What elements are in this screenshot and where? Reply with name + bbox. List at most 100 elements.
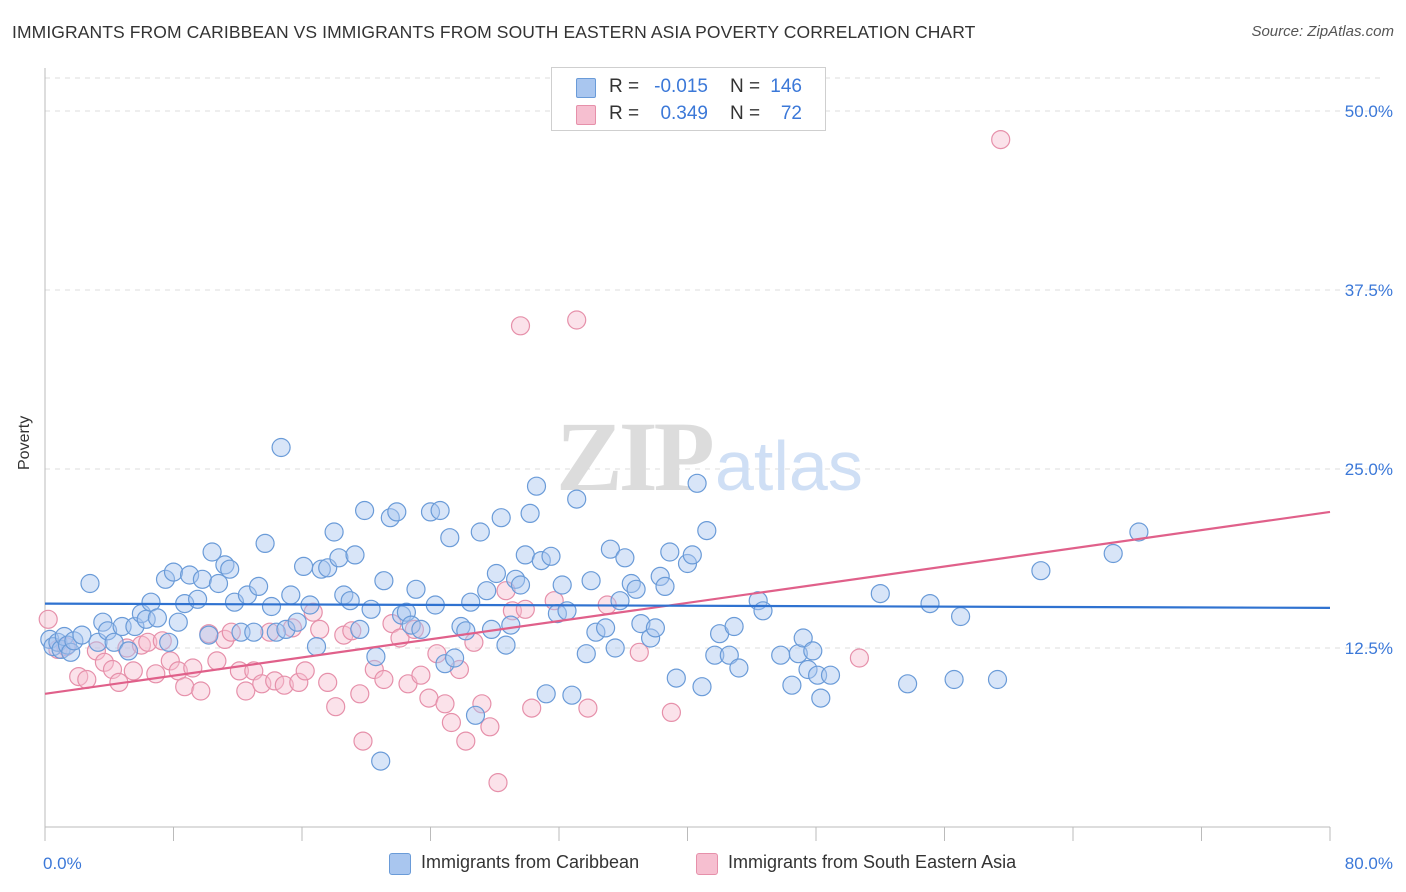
sea-point (94, 652, 115, 672)
caribbean-point (445, 648, 465, 668)
caribbean-point (782, 675, 802, 695)
legend-label-caribbean: Immigrants from Caribbean (421, 852, 640, 872)
series-caribbean-points (40, 437, 1149, 771)
caribbean-point (697, 520, 717, 541)
sea-point (260, 622, 280, 642)
sea-point (419, 688, 439, 708)
watermark-zip: ZIP (556, 401, 713, 512)
caribbean-point (199, 625, 219, 645)
caribbean-point (605, 638, 625, 658)
caribbean-point (486, 563, 506, 584)
caribbean-point (261, 596, 282, 617)
x-tick-label-min: 0.0% (43, 854, 82, 873)
caribbean-point (567, 489, 587, 509)
sea-point (215, 629, 235, 650)
caribbean-point (72, 625, 92, 645)
caribbean-point (324, 522, 344, 542)
sea-point (207, 651, 227, 671)
caribbean-point (311, 559, 331, 579)
caribbean-point (753, 601, 773, 621)
caribbean-point (276, 619, 296, 640)
sea-point (472, 694, 492, 714)
caribbean-point (97, 621, 118, 641)
x-tick-label-max: 80.0% (1345, 854, 1393, 873)
caribbean-point (244, 622, 264, 642)
sea-point (629, 642, 649, 662)
caribbean-point (615, 548, 635, 568)
caribbean-point (430, 500, 450, 521)
legend-swatch-caribbean (389, 853, 411, 875)
source-label: Source: ZipAtlas.com (1251, 23, 1394, 40)
sea-point (295, 661, 315, 681)
caribbean-point (147, 608, 167, 628)
caribbean-point (897, 674, 918, 694)
sea-point (480, 717, 500, 737)
caribbean-point (501, 615, 521, 635)
caribbean-point (249, 576, 269, 597)
legend-r-value: -0.015 (654, 76, 708, 97)
axes (44, 68, 1331, 841)
sea-point (441, 712, 461, 733)
caribbean-point (159, 632, 179, 652)
y-tick-label: 12.5% (1345, 639, 1393, 658)
sea-point (123, 661, 143, 681)
caribbean-point (255, 533, 275, 554)
sea-point (350, 684, 370, 704)
sea-point (160, 651, 180, 671)
caribbean-point (771, 645, 791, 665)
caribbean-point (406, 579, 426, 599)
caribbean-point (350, 619, 370, 640)
caribbean-point (477, 581, 497, 601)
legend-n-value: 146 (770, 76, 802, 97)
caribbean-point (220, 559, 240, 579)
caribbean-point (361, 599, 381, 619)
caribbean-point (526, 476, 547, 496)
caribbean-point (192, 569, 212, 589)
caribbean-point (61, 642, 81, 662)
sea-point (191, 681, 211, 701)
caribbean-point (788, 644, 808, 664)
sea-point (342, 621, 362, 641)
caribbean-point (682, 545, 702, 565)
sea-point (661, 702, 682, 723)
caribbean-point (552, 575, 572, 595)
legend-r-label: R = (609, 103, 640, 124)
sea-point (456, 731, 476, 751)
caribbean-point (456, 621, 476, 641)
caribbean-point (520, 503, 540, 524)
legend-n-label: N = (730, 103, 761, 124)
caribbean-point (705, 645, 725, 665)
watermark-atlas: atlas (715, 427, 863, 505)
caribbean-point (287, 612, 307, 632)
caribbean-point (576, 644, 596, 664)
caribbean-point (435, 654, 455, 674)
sea-point (427, 644, 447, 664)
y-axis-label: Poverty (16, 415, 33, 470)
caribbean-point (281, 585, 301, 605)
sea-point (318, 672, 338, 693)
caribbean-point (180, 565, 200, 585)
caribbean-point (870, 583, 890, 604)
legend-swatch-caribbean (576, 78, 596, 98)
caribbean-point (208, 573, 229, 594)
caribbean-point (371, 751, 391, 771)
caribbean-point (465, 705, 486, 725)
caribbean-point (950, 606, 971, 627)
sea-point (138, 632, 158, 652)
caribbean-point (104, 632, 124, 652)
caribbean-point (271, 437, 291, 458)
caribbean-point (586, 622, 606, 642)
caribbean-point (510, 575, 531, 595)
caribbean-point (655, 576, 675, 597)
caribbean-point (345, 545, 365, 565)
caribbean-point (440, 528, 460, 548)
caribbean-point (811, 688, 831, 708)
sea-point (175, 677, 195, 697)
caribbean-point (461, 592, 481, 612)
watermark: ZIP atlas (556, 401, 863, 512)
caribbean-point (640, 628, 661, 648)
trend-lines (44, 510, 1331, 695)
caribbean-point (491, 508, 511, 528)
trend-line-caribbean (44, 602, 1331, 609)
caribbean-point (944, 669, 964, 690)
